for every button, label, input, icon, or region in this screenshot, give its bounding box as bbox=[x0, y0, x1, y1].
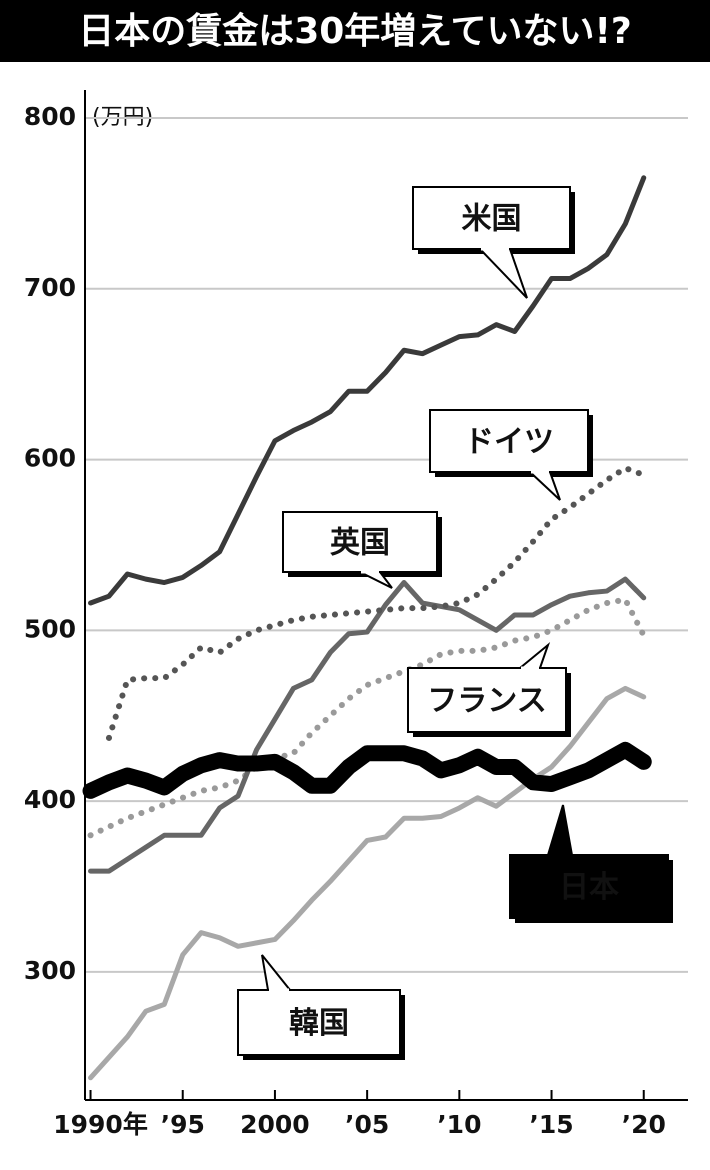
legend-label: 韓国 bbox=[289, 1006, 349, 1041]
callout-tail bbox=[547, 804, 573, 856]
x-tick-label: ’05 bbox=[345, 1110, 389, 1139]
x-tick-label: ’95 bbox=[161, 1110, 205, 1139]
callout-tail bbox=[529, 471, 561, 501]
x-tick-label: ’10 bbox=[437, 1110, 481, 1139]
callout-box bbox=[282, 511, 438, 573]
callout-box bbox=[509, 854, 669, 919]
series-line bbox=[82, 741, 652, 799]
series-line bbox=[88, 175, 647, 606]
series-line bbox=[88, 685, 647, 1081]
callout-tail bbox=[479, 248, 528, 299]
legend-label: ドイツ bbox=[464, 425, 554, 460]
x-tick-label: ’20 bbox=[622, 1110, 666, 1139]
series-line bbox=[105, 465, 647, 741]
callout-box bbox=[429, 409, 589, 473]
callout-box bbox=[407, 667, 567, 733]
y-tick-label: 600 bbox=[24, 444, 76, 473]
callout-tail bbox=[519, 641, 551, 669]
callout-tail bbox=[261, 954, 291, 991]
y-tick-label: 300 bbox=[24, 956, 76, 985]
callout-tail bbox=[359, 571, 393, 589]
legend-label: フランス bbox=[427, 684, 546, 719]
legend-label: 日本 bbox=[559, 870, 619, 905]
y-tick-label: 800 bbox=[24, 102, 76, 131]
series-line bbox=[87, 596, 647, 839]
x-tick-label: 2000 bbox=[240, 1110, 310, 1139]
y-tick-label: 500 bbox=[24, 614, 76, 643]
title-bar bbox=[0, 0, 710, 62]
x-tick-label: 1990年 bbox=[53, 1110, 148, 1139]
callout-box bbox=[237, 989, 401, 1056]
y-tick-label: 700 bbox=[24, 273, 76, 302]
chart-title: 日本の賃金は30年増えていない!? bbox=[78, 10, 632, 52]
x-tick-label: ’15 bbox=[529, 1110, 573, 1139]
legend-label: 米国 bbox=[462, 202, 522, 237]
y-tick-label: 400 bbox=[24, 785, 76, 814]
legend-label: 英国 bbox=[330, 526, 390, 561]
series-line bbox=[88, 576, 647, 874]
